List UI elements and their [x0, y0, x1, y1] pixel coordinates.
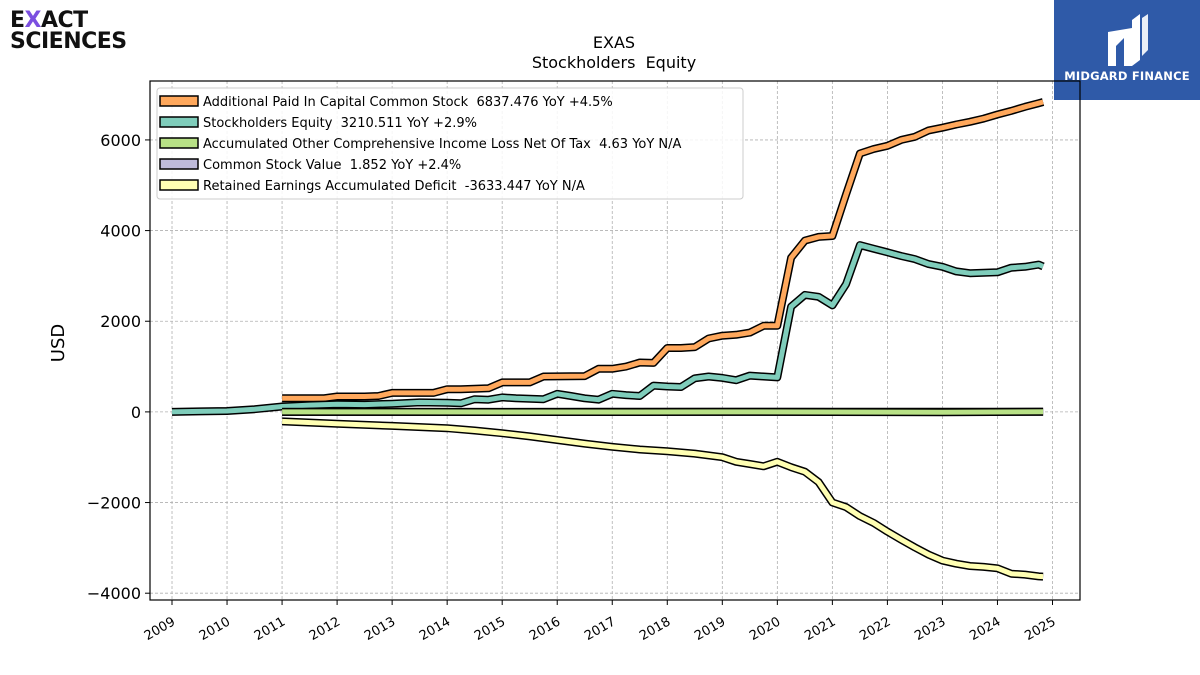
x-tick-label: 2010 [197, 614, 233, 644]
x-tick-label: 2013 [362, 614, 398, 644]
legend-label: Retained Earnings Accumulated Deficit -3… [203, 179, 585, 194]
series-lines [171, 98, 1045, 581]
logo-line-1: EXACT [10, 8, 88, 33]
legend-label: Accumulated Other Comprehensive Income L… [203, 137, 682, 152]
logo-line-2: SCIENCES [10, 29, 127, 54]
series-line [281, 418, 1044, 580]
y-tick-label: −4000 [87, 584, 141, 603]
legend-label: Common Stock Value 1.852 YoY +2.4% [203, 158, 461, 173]
x-tick-label: 2011 [252, 614, 288, 644]
y-tick-label: −2000 [87, 494, 141, 513]
legend-box [156, 87, 744, 200]
legend-swatch [159, 95, 199, 107]
x-tick-label: 2020 [747, 614, 783, 644]
legend-swatch [159, 137, 199, 149]
x-tick-label: 2025 [1022, 614, 1058, 644]
x-tick-label: 2019 [692, 614, 728, 644]
plot-frame [149, 80, 1081, 601]
x-tick-label: 2017 [582, 614, 618, 644]
x-tick-label: 2021 [802, 614, 838, 644]
x-tick-label: 2015 [472, 614, 508, 644]
legend-swatch [159, 179, 199, 191]
x-tick-label: 2016 [527, 614, 563, 644]
series-line [282, 409, 1044, 415]
x-tick-label: 2022 [857, 614, 893, 644]
x-tick-label: 2014 [417, 614, 453, 644]
chart-subtitle: Stockholders Equity [532, 53, 696, 72]
x-tick-label: 2023 [912, 614, 948, 644]
series-line [282, 99, 1044, 401]
chart-title: EXAS [593, 33, 635, 52]
legend-label: Stockholders Equity 3210.511 YoY +2.9% [203, 116, 477, 131]
legend: Additional Paid In Capital Common Stock … [156, 87, 744, 200]
y-tick-label: 6000 [100, 131, 141, 150]
legend-swatch [159, 116, 199, 128]
y-tick-label: 0 [131, 403, 141, 422]
x-tick-label: 2012 [307, 614, 343, 644]
x-tick-label: 2024 [967, 614, 1003, 644]
midgard-logo-text: MIDGARD FINANCE [1064, 69, 1190, 83]
x-tick-label: 2018 [637, 614, 673, 644]
y-tick-label: 2000 [100, 312, 141, 331]
exact-sciences-logo: EXACT SCIENCES [10, 10, 130, 54]
x-tick-label: 2009 [142, 614, 178, 644]
midgard-finance-logo: MIDGARD FINANCE [1054, 0, 1200, 100]
legend-label: Additional Paid In Capital Common Stock … [203, 95, 613, 110]
midgard-logo-icon [1108, 14, 1148, 66]
y-axis-label: USD [48, 324, 69, 362]
series-line-outline [171, 241, 1045, 416]
series-line [171, 242, 1045, 415]
legend-swatch [159, 158, 199, 170]
y-tick-label: 4000 [100, 222, 141, 241]
